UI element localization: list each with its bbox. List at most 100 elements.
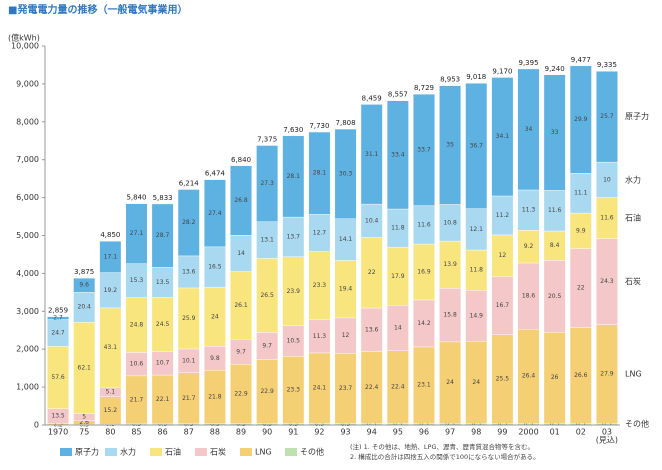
x-tick-label: 2000 — [518, 428, 538, 437]
segment-label: 0.5 — [184, 421, 194, 428]
y-tick-label: 7,000 — [16, 155, 39, 164]
segment-label: 57.6 — [51, 374, 65, 381]
segment-label: 23.3 — [287, 386, 301, 393]
segment-label: 22 — [577, 285, 585, 292]
x-tick-label: 88 — [210, 428, 220, 437]
segment-label: 9.6 — [79, 282, 89, 289]
segment-label: 14 — [237, 250, 245, 257]
segment-label: 19.2 — [104, 287, 118, 294]
segment-label: 34.1 — [496, 133, 510, 140]
segment-label: 21.7 — [130, 396, 144, 403]
segment-label: 23.1 — [417, 382, 431, 389]
x-tick-label: 95 — [393, 428, 403, 437]
total-label: 2,859 — [48, 307, 68, 315]
segment-label: 0.5 — [236, 421, 246, 428]
segment-label: 18.6 — [522, 293, 536, 300]
segment-label: 29.9 — [574, 116, 588, 123]
segment-label: 23.9 — [287, 288, 301, 295]
segment-label: 10.7 — [156, 360, 170, 367]
segment-label: 10.8 — [443, 219, 457, 226]
segment-label: 24.1 — [313, 385, 327, 392]
segment-label: 0.5 — [262, 421, 272, 428]
segment-label: 5.1 — [106, 388, 116, 395]
y-tick-label: 9,000 — [16, 79, 39, 88]
segment-label: 27.4 — [208, 210, 222, 217]
total-label: 7,630 — [283, 126, 303, 134]
total-label: 9,335 — [597, 61, 617, 69]
series-label: 石油 — [625, 213, 641, 223]
segment-label: 5 — [82, 414, 86, 421]
x-tick-label: 98 — [471, 428, 481, 437]
segment-label: 28.2 — [182, 219, 196, 226]
segment-label: 13.7 — [287, 233, 301, 240]
bar-segment — [334, 128, 357, 219]
legend-label: 原子力 — [75, 447, 99, 457]
segment-label: 19.4 — [339, 286, 353, 293]
x-tick-label: 93 — [340, 428, 350, 437]
segment-label: 8.4 — [550, 242, 560, 249]
y-tick-label: 6,000 — [16, 193, 39, 202]
x-tick-label: 97 — [445, 428, 455, 437]
segment-label: 20.5 — [548, 293, 562, 300]
segment-label: 28.1 — [287, 173, 301, 180]
x-tick-label: 89 — [236, 428, 246, 437]
segment-label: 14.2 — [417, 320, 431, 327]
segment-label: 11.8 — [470, 267, 484, 274]
segment-label: 11.6 — [548, 207, 562, 214]
segment-label: 0.5 — [158, 421, 168, 428]
segment-label: 11.8 — [391, 225, 405, 232]
legend-swatch — [195, 448, 207, 456]
segment-label: 33.7 — [417, 146, 431, 153]
x-tick-label: 1970 — [48, 428, 68, 437]
series-label: LNG — [625, 369, 642, 378]
segment-label: 30.3 — [339, 170, 353, 177]
total-label: 7,808 — [336, 119, 356, 127]
x-tick-label: 80 — [105, 428, 115, 437]
total-label: 9,018 — [466, 73, 486, 81]
segment-label: 13.9 — [443, 261, 457, 268]
bar-segment — [360, 104, 383, 205]
segment-label: 22.1 — [156, 396, 170, 403]
bar-segment — [125, 203, 148, 264]
segment-label: 21.8 — [208, 394, 222, 401]
footnote: 2. 構成比の合計は四捨五入の関係で100にならない場合がある。 — [350, 452, 540, 461]
segment-label: 24 — [472, 379, 480, 386]
segment-label: 22.4 — [365, 384, 379, 391]
bar-segment — [308, 131, 331, 215]
y-tick-label: 3,000 — [16, 307, 39, 316]
segment-label: 0.5 — [602, 421, 612, 428]
segment-label: 24 — [211, 313, 219, 320]
segment-label: 17.1 — [104, 253, 118, 260]
segment-label: 34 — [525, 126, 533, 133]
segment-label: 0.5 — [367, 421, 377, 428]
total-label: 8,557 — [388, 91, 408, 99]
segment-label: 0.5 — [132, 421, 142, 428]
segment-label: 22.4 — [391, 384, 405, 391]
segment-label: 24.8 — [130, 321, 144, 328]
y-tick-label: 1,000 — [16, 383, 39, 392]
bar-segment — [569, 65, 592, 174]
segment-label: 14.1 — [339, 236, 353, 243]
segment-label: 13.6 — [182, 268, 196, 275]
segment-label: 24.3 — [600, 278, 614, 285]
legend-label: 石炭 — [210, 448, 226, 457]
segment-label: 16.9 — [417, 268, 431, 275]
bar-segment — [596, 71, 618, 163]
segment-label: 62.1 — [78, 364, 92, 371]
legend-swatch — [285, 448, 297, 456]
bar-segment — [230, 165, 252, 236]
total-label: 7,730 — [309, 122, 329, 130]
segment-label: 15.8 — [443, 312, 457, 319]
bar-segment — [177, 189, 200, 257]
total-label: 7,375 — [257, 135, 277, 143]
bar-segment — [413, 93, 435, 206]
x-tick-label: 87 — [184, 428, 194, 437]
y-tick-label: 8,000 — [16, 117, 39, 126]
x-tick-label: 75 — [79, 428, 89, 437]
segment-label: 26 — [551, 374, 559, 381]
segment-label: 15.3 — [130, 277, 144, 284]
segment-label: 9.2 — [524, 243, 534, 250]
segment-label: 0.5 — [524, 421, 534, 428]
segment-label: 10.5 — [287, 337, 301, 344]
